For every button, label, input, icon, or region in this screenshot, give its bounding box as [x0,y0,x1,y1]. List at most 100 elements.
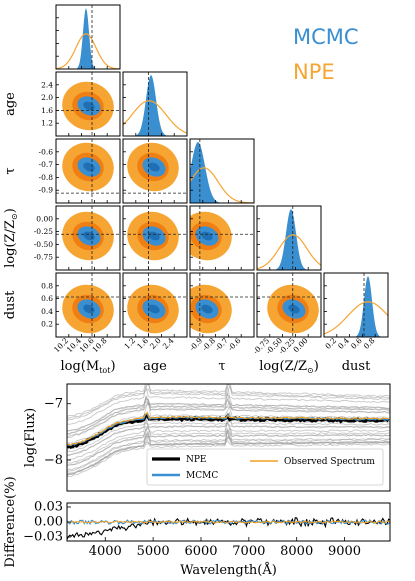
difference-panel: 0.030.00−0.03 4000 5000 6000 7000 8000 9000 Dif… [3,476,391,578]
ylabel-tau: τ [3,167,18,174]
ytick-logz-1: -0.50 [34,240,53,249]
panel-frame [122,138,188,204]
difference-plot-area [67,517,390,540]
observed-difference-line [67,520,390,524]
panel-frame [55,138,121,204]
spectrum-frame [66,383,391,492]
spectrum-draw [67,395,390,436]
ytick-age-3: 2.4 [41,80,53,89]
panel-frame [256,205,322,271]
ytick-dust-3: 0.8 [41,281,53,290]
corner-panel-dust-mass [55,272,121,338]
corner-panel-dust-tau [189,272,255,338]
spectrum-draw [67,397,390,437]
xtick-mass-3: 10.8 [90,336,108,354]
difference-xtick-5: 9000 [328,544,361,559]
spectrum-draw [67,419,390,452]
ylabel-dust: dust [3,290,18,319]
ytick-tau-0: -0.9 [39,186,54,195]
mcmc-contour-inner [148,162,160,172]
corner-panel-logz-mass [55,205,121,271]
npe-histogram [56,33,120,69]
corner-panel-dust-logz [256,272,322,338]
spectrum-panel: −7 −8 log(Flux) NPE MCMC Observed Spectrum [23,383,391,492]
difference-xlabel: Wavelength(Å) [180,562,277,578]
spectrum-draw [67,392,390,432]
ytick-age-2: 2.0 [41,93,53,102]
ytick-age-0: 1.2 [41,119,53,128]
spectrum-draw [67,384,390,421]
legend-observed-label: Observed Spectrum [284,457,375,467]
panel-frame [122,71,188,137]
ytick-logz-0: -0.75 [34,253,53,262]
xlabel-dust: dust [342,359,371,374]
ylabel-logz: log(Z/Z⊙) [3,208,19,268]
legend-npe: NPE [293,60,335,84]
panel-frame [55,205,121,271]
legend-mcmc: MCMC [293,25,359,49]
xtick-dust-3: 0.8 [362,336,377,351]
observed-line [67,411,389,446]
spectrum-draw [67,385,390,425]
ytick-logz-2: -0.25 [34,227,53,236]
spectrum-ytick-0: −7 [44,397,63,412]
corner-panel-dust-dust [323,272,389,338]
difference-xtick-2: 6000 [184,544,217,559]
mcmc-contour-inner [201,231,213,241]
legend-npe-label: NPE [186,455,207,465]
xlabel-mass: log(Mtot) [60,359,115,375]
xtick-logz-3: 0.00 [291,336,309,354]
difference-ylabel: Difference(%) [3,476,18,567]
ytick-tau-2: -0.7 [39,160,54,169]
mcmc-contour-inner [148,304,160,314]
corner-panel-tau-mass [55,138,121,204]
xtick-tau-3: -0.6 [226,336,243,353]
spectrum-draw [67,418,390,461]
corner-panel-tau-age [122,138,188,204]
spectrum-draw [67,420,390,464]
mcmc-contour-inner [201,304,213,314]
corner-panel-logz-tau [189,205,255,271]
panel-frame [122,205,188,271]
panel-frame [55,4,121,70]
spectrum-legend-box [146,448,384,486]
mcmc-contour-inner [148,231,160,241]
spectrum-draw [67,426,390,467]
spectrum-ylabel: log(Flux) [23,408,38,467]
npe-histogram [190,167,254,203]
difference-xtick-4: 8000 [280,544,313,559]
ytick-tau-1: -0.8 [39,173,54,182]
panel-frame [189,205,255,271]
panel-frame [189,138,255,204]
ytick-logz-3: 0.00 [36,214,53,223]
ytick-dust-0: 0.2 [41,320,53,329]
corner-panel-age-mass [55,71,121,137]
spectrum-draw [67,384,390,419]
spectrum-draw [67,384,390,418]
difference-xtick-0: 4000 [89,544,122,559]
panel-frame [323,272,389,338]
spectrum-draw [67,432,390,472]
ytick-dust-2: 0.6 [41,294,53,303]
corner-panel-logz-logz [256,205,322,271]
panel-frame [122,272,188,338]
difference-xtick-3: 7000 [232,544,265,559]
panel-frame [189,272,255,338]
ylabel-age: age [3,92,18,116]
corner-panel-tau-tau [189,138,255,204]
panel-frame [55,71,121,137]
mcmc-contour-inner [288,304,300,314]
xtick-age-3: 2.4 [161,336,176,351]
mcmc-histogram [56,8,120,69]
ytick-age-1: 1.6 [41,106,53,115]
difference-ytick-2: −0.03 [23,530,63,545]
npe-histogram [324,301,388,335]
spectrum-plot-area [67,384,390,478]
spectrum-draw [67,439,390,476]
npe-histogram [257,234,321,270]
mcmc-contour-inner [83,304,95,314]
xlabel-age: age [143,359,167,374]
xlabel-tau: τ [218,359,225,374]
difference-xtick-1: 5000 [137,544,170,559]
spectrum-draw [67,400,390,444]
